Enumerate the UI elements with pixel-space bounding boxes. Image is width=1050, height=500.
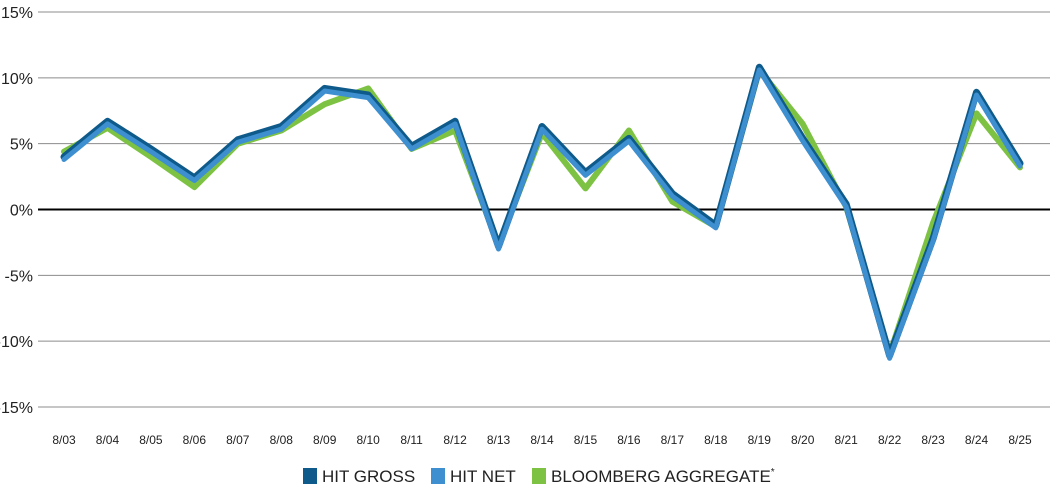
y-tick-label: 5% bbox=[10, 137, 33, 154]
x-tick-label: 8/17 bbox=[661, 433, 685, 447]
x-tick-label: 8/18 bbox=[704, 433, 728, 447]
x-tick-label: 8/20 bbox=[791, 433, 815, 447]
y-tick-label: -10% bbox=[0, 334, 33, 351]
x-tick-label: 8/06 bbox=[183, 433, 207, 447]
x-tick-label: 8/15 bbox=[574, 433, 598, 447]
x-tick-label: 8/21 bbox=[835, 433, 859, 447]
x-tick-label: 8/14 bbox=[530, 433, 554, 447]
legend-swatch bbox=[303, 468, 317, 484]
y-tick-label: 10% bbox=[1, 71, 33, 88]
x-tick-label: 8/03 bbox=[52, 433, 76, 447]
x-tick-label: 8/11 bbox=[400, 433, 423, 447]
x-axis-ticks: 8/03 8/04 8/05 8/06 8/07 8/08 8/09 8/10 8/11 8/12… bbox=[52, 433, 1032, 447]
x-tick-label: 8/07 bbox=[226, 433, 250, 447]
y-tick-label: -5% bbox=[5, 268, 33, 285]
legend-label: HIT GROSS bbox=[322, 467, 415, 486]
y-tick-label: -15% bbox=[0, 400, 33, 417]
x-tick-label: 8/13 bbox=[487, 433, 511, 447]
x-tick-label: 8/08 bbox=[270, 433, 294, 447]
y-axis-ticks: 15% 10% 5% 0% -5% -10% -15% bbox=[0, 5, 33, 417]
x-tick-label: 8/24 bbox=[965, 433, 989, 447]
series-line-hit-net bbox=[64, 70, 1020, 358]
x-tick-label: 8/25 bbox=[1008, 433, 1032, 447]
x-tick-label: 8/16 bbox=[617, 433, 641, 447]
legend-label: BLOOMBERG AGGREGATE* bbox=[551, 467, 775, 486]
x-tick-label: 8/05 bbox=[139, 433, 163, 447]
legend-footnote-marker: * bbox=[771, 467, 775, 478]
legend-swatch bbox=[532, 468, 546, 484]
x-tick-label: 8/23 bbox=[921, 433, 945, 447]
legend-swatch bbox=[431, 468, 445, 484]
x-tick-label: 8/19 bbox=[748, 433, 772, 447]
x-tick-label: 8/09 bbox=[313, 433, 337, 447]
grid bbox=[38, 12, 1050, 407]
x-tick-label: 8/10 bbox=[357, 433, 381, 447]
x-tick-label: 8/04 bbox=[96, 433, 120, 447]
x-tick-label: 8/22 bbox=[878, 433, 902, 447]
y-tick-label: 15% bbox=[1, 5, 33, 22]
x-tick-label: 8/12 bbox=[443, 433, 467, 447]
legend-label: HIT NET bbox=[450, 467, 516, 486]
legend: HIT GROSS HIT NET BLOOMBERG AGGREGATE* bbox=[303, 467, 775, 486]
y-tick-label: 0% bbox=[10, 203, 33, 220]
series-lines bbox=[64, 67, 1020, 358]
